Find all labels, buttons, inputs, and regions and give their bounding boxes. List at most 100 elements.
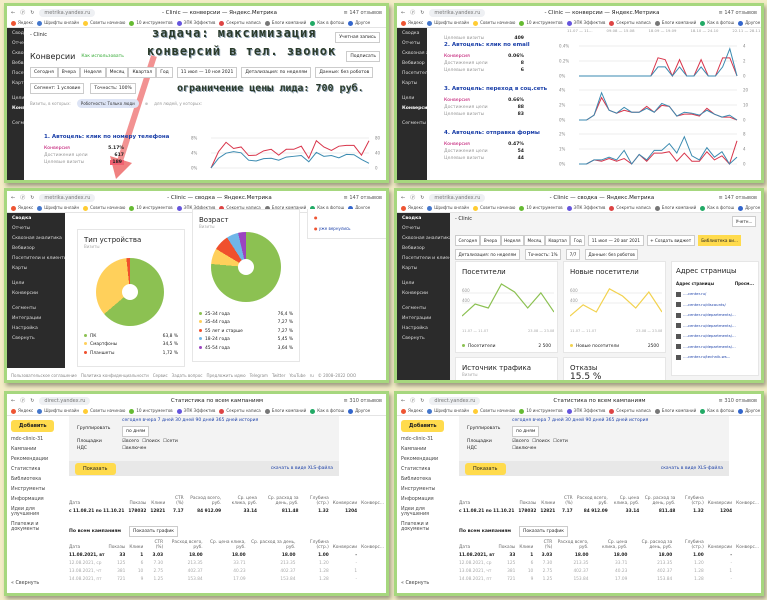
robots-select[interactable]: Данные: без роботов [315, 67, 374, 78]
sidebar-item[interactable]: Конверсии [402, 105, 427, 111]
show-button[interactable]: Показать [75, 462, 116, 475]
footer-link[interactable]: © 2008–2022 ООО [317, 373, 357, 378]
bookmark-item[interactable]: Как в фотош [310, 205, 344, 211]
sidebar-item[interactable]: Посетители и клиенты [402, 255, 450, 261]
page-list-item[interactable]: ...-center.ru/technik-ws... [676, 354, 754, 360]
footer-link[interactable]: YouTube [289, 373, 306, 378]
yandex-icon[interactable]: ⓨ [20, 195, 26, 201]
sidebar-item[interactable]: Инструменты [401, 487, 436, 492]
sidebar-item[interactable]: Отчеты [12, 40, 24, 46]
reviews-count[interactable]: ≡ 310 отзывов [343, 397, 382, 404]
period-button[interactable]: Вчера [57, 67, 80, 78]
goal-title[interactable]: 1. Автоцель: клик по номеру телефона [44, 134, 170, 140]
sidebar-item[interactable]: Интеграции [402, 315, 432, 321]
place-all-checkbox[interactable]: ☑всего [512, 439, 530, 444]
column-header[interactable]: Конверсии [332, 544, 358, 550]
date-range[interactable]: 11 июл — 10 ноя 2021 [176, 67, 238, 78]
page-list-item[interactable]: ...-center.ru/departments/... [676, 344, 754, 349]
bookmark-item[interactable]: Советы начинаю [473, 20, 515, 26]
bookmark-item[interactable]: 10 инструментов [519, 205, 563, 211]
back-icon[interactable]: ← [11, 194, 16, 201]
bookmark-item[interactable]: Блоги компаний [264, 20, 306, 26]
add-button[interactable]: Добавить [11, 420, 55, 432]
create-widget-button[interactable]: + Создать виджет [646, 235, 695, 246]
bookmark-item[interactable]: Советы начинаю [83, 408, 125, 414]
sidebar-item[interactable]: Инструменты [11, 487, 46, 492]
footer-link[interactable]: Telegram [249, 373, 268, 378]
bookmark-item[interactable]: 10 инструментов [129, 20, 173, 26]
sidebar-item[interactable]: Сегменты [12, 305, 37, 311]
column-header[interactable]: Показы [129, 500, 147, 506]
sidebar-item[interactable]: Сквозная аналитика [12, 50, 24, 56]
column-header[interactable]: Дата [69, 544, 81, 550]
subscribe-button[interactable]: Подписать [346, 51, 380, 62]
column-header[interactable]: Показы [519, 500, 537, 506]
bookmark-item[interactable]: Яндекс [401, 205, 423, 211]
bookmark-item[interactable]: Шрифты онлайн [427, 408, 469, 414]
address-bar[interactable]: metrika.yandex.ru [39, 8, 96, 17]
column-header[interactable]: Ср. цена клика, руб. [601, 539, 628, 550]
column-header[interactable]: Клики [541, 500, 556, 506]
sidebar-item[interactable]: Сегменты [12, 120, 24, 126]
sidebar-item[interactable]: Карты [402, 265, 418, 271]
reload-icon[interactable]: ↻ [30, 9, 35, 16]
column-header[interactable]: Ср. расход за день, руб. [644, 495, 676, 506]
place-networks-checkbox[interactable]: ☐сети [162, 439, 178, 444]
period-button[interactable]: Месяц [105, 67, 129, 78]
goal-title[interactable]: 3. Автоцель: переход в соц.сеть [444, 86, 548, 92]
sidebar-item[interactable]: Сводка [12, 215, 32, 221]
sidebar-item[interactable]: Идеи для улучшения [401, 507, 430, 517]
counter-select[interactable]: - Clinic [30, 32, 47, 38]
bookmark-item[interactable]: Секреты написа [609, 205, 651, 211]
bookmark-item[interactable]: Яндекс [11, 205, 33, 211]
column-header[interactable]: Глубина (стр.) [309, 539, 329, 550]
bookmark-item[interactable]: Шрифты онлайн [37, 205, 79, 211]
reload-icon[interactable]: ↻ [420, 397, 425, 404]
show-chart-button[interactable]: Показать график [519, 526, 568, 537]
reload-icon[interactable]: ↻ [420, 9, 425, 16]
sidebar-item[interactable]: Цели [12, 95, 24, 101]
bookmark-item[interactable]: Другое [738, 20, 760, 26]
bookmark-item[interactable]: Блоги компаний [654, 20, 696, 26]
column-header[interactable]: Ср. расход за день, руб. [251, 539, 296, 550]
collapse-button[interactable]: « Свернуть [11, 581, 40, 586]
address-bar[interactable]: direct.yandex.ru [39, 396, 91, 405]
bookmark-item[interactable]: Как в фотош [700, 408, 734, 414]
column-header[interactable]: Конверсии [707, 500, 733, 506]
bookmark-item[interactable]: Шрифты онлайн [37, 408, 79, 414]
reload-icon[interactable]: ↻ [30, 194, 35, 201]
segment-select[interactable]: Сегмент: 1 условие [30, 83, 85, 94]
sidebar-item[interactable]: Платежи и документы [11, 522, 40, 532]
sidebar-item[interactable]: Вебвизор [12, 60, 24, 66]
bookmark-item[interactable]: Секреты написа [609, 408, 651, 414]
column-header[interactable]: Конверс... [736, 500, 759, 506]
sidebar-item[interactable]: Посетители и клиенты [12, 255, 65, 261]
back-icon[interactable]: ← [401, 194, 406, 201]
footer-link[interactable]: ru [309, 373, 314, 378]
reviews-count[interactable]: ≡ 147 отзывов [718, 9, 757, 16]
bookmark-item[interactable]: Другое [738, 205, 760, 211]
bookmark-item[interactable]: Шрифты онлайн [427, 205, 469, 211]
sidebar-item[interactable]: Рекомендации [11, 457, 49, 462]
add-button[interactable]: Добавить [401, 420, 445, 432]
bookmark-item[interactable]: 10 инструментов [519, 20, 563, 26]
back-icon[interactable]: ← [401, 397, 406, 404]
column-header[interactable]: Ср. цена клика, руб. [231, 495, 258, 506]
bookmark-item[interactable]: Как в фотош [700, 205, 734, 211]
column-header[interactable]: Расход всего, руб. [576, 495, 608, 506]
bookmark-item[interactable]: Блоги компаний [264, 205, 306, 211]
bookmark-item[interactable]: Блоги компаний [654, 205, 696, 211]
sidebar-item[interactable]: Сквозная аналитика [402, 50, 427, 56]
column-header[interactable]: Дата [459, 500, 471, 506]
sidebar-item[interactable]: Платежи и документы [401, 522, 430, 532]
bookmark-item[interactable]: Советы начинаю [473, 205, 515, 211]
attribution-select[interactable]: 7/7 [566, 249, 580, 260]
period-button[interactable]: Месяц [523, 235, 545, 246]
sidebar-item[interactable]: Отчеты [402, 225, 421, 231]
goal-title[interactable]: 2. Автоцель: клик по email [444, 42, 530, 48]
column-header[interactable]: Глубина (стр.) [684, 495, 704, 506]
reviews-count[interactable]: ≡ 147 отзывов [718, 194, 757, 201]
bookmark-item[interactable]: Шрифты онлайн [427, 20, 469, 26]
column-header[interactable]: CTR (%) [154, 539, 164, 550]
sidebar-item[interactable]: Вебвизор [12, 245, 35, 251]
